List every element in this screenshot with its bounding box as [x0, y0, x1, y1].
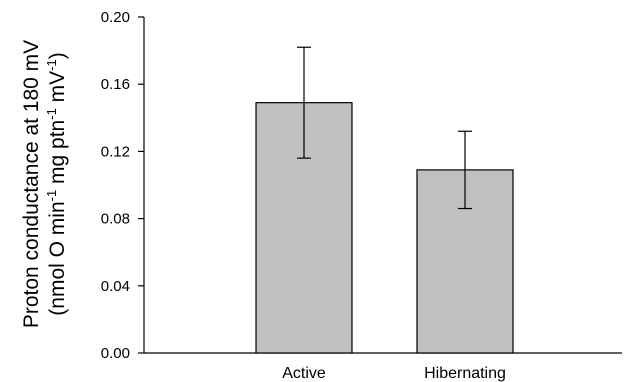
y-axis-label-line2: (nmol O min-1 mg ptn-1 mV-1) [44, 52, 69, 315]
x-category-label: Active [282, 365, 326, 382]
y-axis-label: Proton conductance at 180 mV (nmol O min… [20, 40, 69, 328]
y-tick-label: 0.12 [101, 143, 130, 160]
y-tick-label: 0.00 [101, 345, 130, 362]
y-tick-label: 0.04 [101, 278, 130, 295]
y-tick-label: 0.16 [101, 76, 130, 93]
y-axis-label-line1: Proton conductance at 180 mV [20, 40, 43, 328]
y-tick-label: 0.20 [101, 9, 130, 26]
y-tick-label: 0.08 [101, 211, 130, 228]
x-category-label: Hibernating [424, 365, 506, 382]
plot-area: 0.00 0.04 0.08 0.12 0.16 0.20 Active Hibernatin… [101, 9, 622, 382]
svg-text:Proton conductance at 180 mV: Proton conductance at 180 mV [20, 40, 43, 328]
